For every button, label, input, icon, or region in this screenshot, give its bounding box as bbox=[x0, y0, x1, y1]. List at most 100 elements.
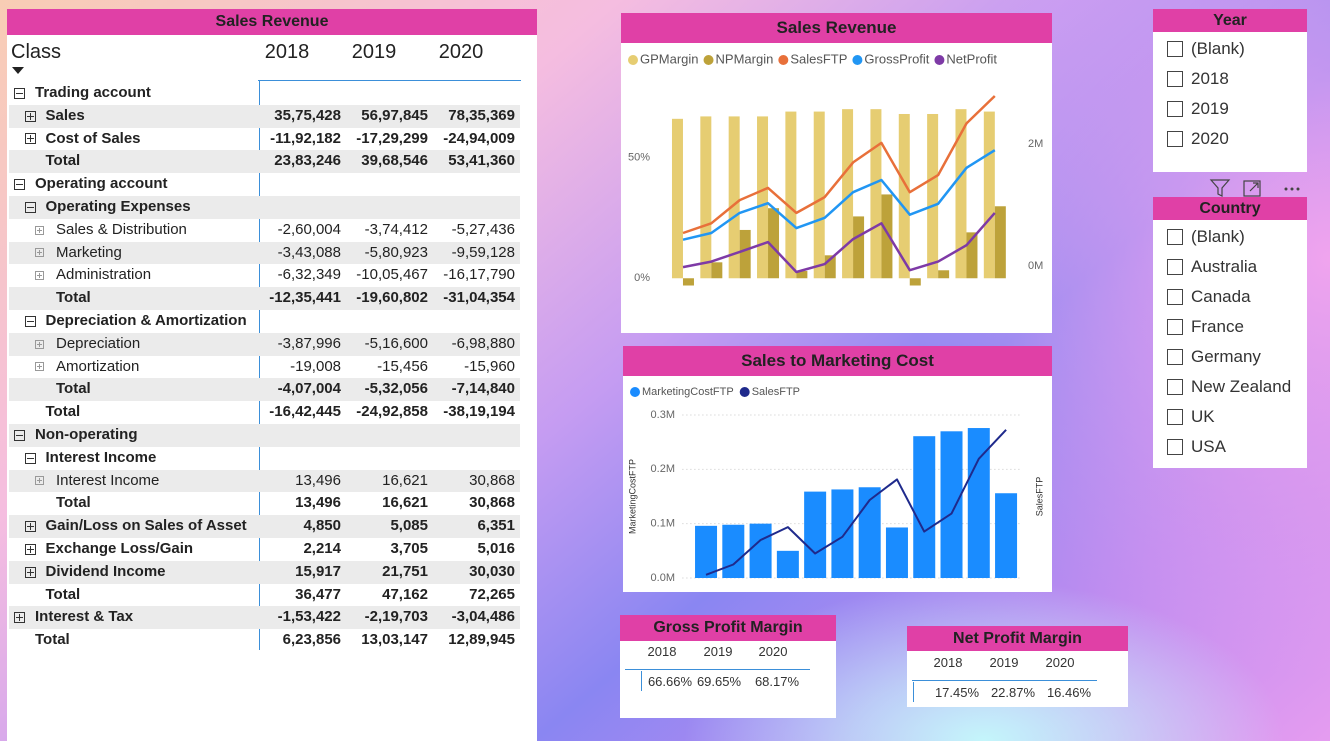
filter-icon[interactable] bbox=[1209, 179, 1231, 197]
cell-value: -16,17,790 bbox=[443, 266, 515, 284]
matrix-row: Dividend Income 15,917 21,751 30,030 bbox=[9, 560, 520, 584]
slicer-item[interactable]: Canada bbox=[1191, 287, 1251, 306]
slicer-item[interactable]: France bbox=[1191, 317, 1244, 336]
checkbox[interactable] bbox=[1167, 101, 1183, 117]
cell-value: -5,32,056 bbox=[364, 380, 428, 398]
expand-toggle[interactable] bbox=[35, 248, 44, 258]
cell-value: -6,32,349 bbox=[277, 266, 341, 284]
checkbox[interactable] bbox=[1167, 379, 1183, 395]
cell-value: -38,19,194 bbox=[443, 403, 515, 421]
card-title: Net Profit Margin bbox=[907, 626, 1128, 651]
matrix-panel: Sales Revenue Class 2018 2019 2020 Trading … bbox=[7, 9, 537, 741]
focus-icon[interactable] bbox=[1243, 180, 1261, 197]
more-options[interactable] bbox=[1284, 187, 1300, 191]
expand-toggle[interactable] bbox=[35, 225, 44, 235]
expand-toggle[interactable] bbox=[24, 543, 36, 555]
slicer-item[interactable]: 2018 bbox=[1191, 69, 1229, 88]
cell-value: -17,29,299 bbox=[356, 129, 428, 147]
row-label: Total bbox=[35, 631, 70, 649]
matrix-row: Non-operating bbox=[9, 424, 520, 447]
checkbox[interactable] bbox=[1167, 131, 1183, 147]
slicer-item[interactable]: New Zealand bbox=[1191, 377, 1292, 396]
slicer-item[interactable]: (Blank) bbox=[1191, 227, 1245, 246]
cell-value: -3,87,996 bbox=[277, 334, 341, 352]
cell-value: -5,80,923 bbox=[364, 243, 428, 261]
toggle-v bbox=[39, 478, 40, 484]
column-header: 2018 bbox=[264, 41, 310, 63]
expand-toggle[interactable] bbox=[24, 315, 36, 327]
gross-margin-card: Gross Profit Margin 2018 2019 2020 66.66% 69… bbox=[620, 615, 836, 718]
expand-toggle[interactable] bbox=[35, 271, 44, 281]
row-label: Cost of Sales bbox=[45, 129, 141, 147]
toggle-v bbox=[29, 135, 31, 143]
expand-toggle[interactable] bbox=[24, 201, 36, 213]
expand-toggle[interactable] bbox=[14, 179, 25, 191]
toggle-h bbox=[26, 320, 34, 322]
card-value: 22.87% bbox=[990, 685, 1036, 700]
toggle-v bbox=[39, 273, 40, 279]
expand-toggle[interactable] bbox=[35, 339, 44, 349]
expand-toggle[interactable] bbox=[24, 566, 36, 578]
cell-value: 2,214 bbox=[303, 540, 341, 557]
sort-arrow[interactable] bbox=[12, 67, 24, 75]
slicer-item[interactable]: UK bbox=[1191, 407, 1215, 426]
slicer-item[interactable]: 2019 bbox=[1191, 99, 1229, 118]
slicer-item[interactable]: Germany bbox=[1191, 347, 1261, 366]
slicer-item[interactable]: Australia bbox=[1191, 257, 1258, 276]
row-label: Total bbox=[56, 380, 91, 398]
expand-toggle[interactable] bbox=[24, 521, 36, 533]
checkbox[interactable] bbox=[1167, 41, 1183, 57]
country-slicer: Country (Blank) Australia Canada France Germ… bbox=[1153, 197, 1307, 468]
cell-value: 6,351 bbox=[477, 517, 515, 535]
toggle-h bbox=[16, 434, 23, 436]
cell-value: 5,085 bbox=[390, 517, 428, 535]
card-column: 2018 bbox=[933, 655, 963, 670]
slicer-item[interactable]: (Blank) bbox=[1191, 39, 1245, 58]
cell-value: 39,68,546 bbox=[361, 152, 428, 170]
toggle-h bbox=[16, 184, 23, 186]
chart-title: Sales Revenue bbox=[621, 13, 1052, 43]
slicer-title: Country bbox=[1153, 197, 1307, 220]
row-label: Total bbox=[45, 585, 81, 603]
row-label: Operating Expenses bbox=[45, 198, 191, 215]
cell-value: -11,92,182 bbox=[270, 129, 341, 147]
cell-value: -24,92,858 bbox=[356, 403, 428, 421]
card-value: 16.46% bbox=[1046, 685, 1092, 700]
cell-value: -15,456 bbox=[377, 357, 428, 375]
expand-toggle[interactable] bbox=[24, 452, 36, 464]
slicer-item[interactable]: 2020 bbox=[1191, 129, 1229, 148]
checkbox[interactable] bbox=[1167, 259, 1183, 275]
checkbox[interactable] bbox=[1167, 349, 1183, 365]
cell-value: 5,016 bbox=[477, 540, 515, 557]
toggle-v bbox=[19, 614, 20, 622]
checkbox[interactable] bbox=[1167, 439, 1183, 455]
expand-toggle[interactable] bbox=[14, 87, 25, 99]
expand-toggle[interactable] bbox=[24, 133, 36, 145]
matrix-row: Marketing -3,43,088 -5,80,923 -9,59,128 bbox=[9, 241, 520, 265]
cell-value: 78,35,369 bbox=[448, 106, 515, 124]
focus-arrow bbox=[1249, 182, 1259, 192]
expand-toggle[interactable] bbox=[14, 429, 25, 441]
matrix-row: Depreciation -3,87,996 -5,16,600 -6,98,880 bbox=[9, 332, 520, 356]
slicer-item[interactable]: USA bbox=[1191, 437, 1226, 456]
checkbox[interactable] bbox=[1167, 319, 1183, 335]
checkbox[interactable] bbox=[1167, 409, 1183, 425]
cell-value: -31,04,354 bbox=[443, 289, 515, 307]
chart-panel: Sales Revenue bbox=[621, 13, 1052, 333]
cell-value: -9,59,128 bbox=[451, 243, 515, 261]
toggle-v bbox=[29, 568, 31, 576]
checkbox[interactable] bbox=[1167, 71, 1183, 87]
expand-toggle[interactable] bbox=[24, 110, 36, 122]
expand-toggle[interactable] bbox=[35, 476, 44, 486]
cell-value: -12,35,441 bbox=[269, 289, 341, 307]
expand-toggle[interactable] bbox=[14, 612, 25, 624]
expand-toggle[interactable] bbox=[35, 362, 44, 372]
checkbox[interactable] bbox=[1167, 289, 1183, 305]
cell-value: 30,868 bbox=[469, 471, 515, 489]
matrix-row: Trading account bbox=[9, 82, 520, 105]
card-column: 2020 bbox=[758, 644, 788, 659]
cell-value: 30,030 bbox=[469, 562, 515, 580]
checkbox[interactable] bbox=[1167, 229, 1183, 245]
year-slicer: Year (Blank) 2018 2019 2020 bbox=[1153, 9, 1307, 172]
